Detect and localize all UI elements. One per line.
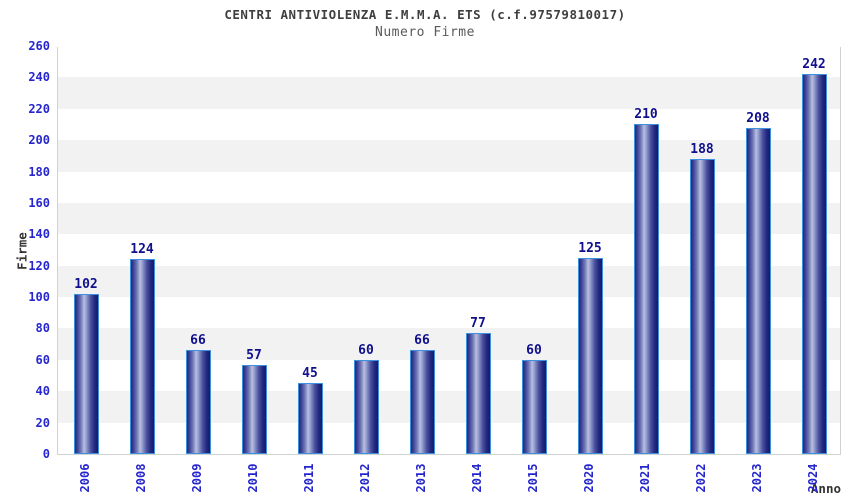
grid-band [58,422,840,454]
bar-value-label: 102 [74,276,98,292]
bar [521,359,547,454]
bar [185,350,211,454]
y-tick-label: 240 [28,70,50,85]
grid-band [58,328,840,360]
grid-band [58,171,840,203]
x-tick-label: 2010 [246,463,260,493]
y-tick-label: 20 [35,415,50,430]
bar-value-label: 66 [414,333,430,349]
bar-value-label: 208 [746,110,770,126]
grid-band [58,234,840,266]
x-tick-label: 2012 [358,463,372,493]
grid-band [58,140,840,172]
grid-band [58,265,840,298]
x-tick-label: 2006 [78,463,92,493]
y-tick-label: 160 [28,195,50,210]
bar [745,127,771,454]
y-tick-label: 220 [28,101,50,116]
x-axis-title: Anno [810,481,841,496]
bar-value-label: 210 [634,107,658,123]
grid-band [58,391,840,423]
y-tick-label: 40 [35,384,50,399]
bar-value-label: 60 [526,342,542,358]
y-tick-label: 260 [28,39,50,53]
y-tick-label: 80 [35,321,50,336]
bar-value-label: 77 [470,316,486,332]
bar [801,74,827,454]
bar [353,359,379,454]
x-tick-label: 2014 [470,463,484,493]
y-tick-label: 120 [28,258,50,273]
y-tick-label: 180 [28,164,50,179]
bar-value-label: 45 [302,366,318,382]
grid-band [58,46,840,78]
x-tick-label: 2022 [694,463,708,493]
x-tick-label: 2020 [582,463,596,493]
bar [297,383,323,454]
grid-band [58,108,840,141]
x-tick-label: 2024 [806,463,820,493]
x-tick-label: 2013 [414,463,428,493]
y-tick-label: 140 [28,227,50,242]
bar-value-label: 124 [130,242,154,258]
grid-band [58,77,840,109]
bar-value-label: 125 [578,240,602,256]
x-tick-label: 2015 [526,463,540,493]
bar [465,333,491,454]
x-tick-label: 2023 [750,463,764,493]
chart-title: CENTRI ANTIVIOLENZA E.M.M.A. ETS (c.f.97… [224,7,626,22]
y-tick-label: 0 [42,447,50,461]
y-tick-label: 100 [28,290,50,305]
chart-subtitle: Numero Firme [375,25,475,40]
bar-value-label: 188 [690,141,714,157]
bar [633,124,659,454]
grid-band [58,202,840,235]
bar-value-label: 60 [358,342,374,358]
x-tick-label: 2008 [134,463,148,493]
bar [689,159,715,454]
bar-value-label: 66 [190,333,206,349]
bar [129,259,155,454]
y-tick-label: 60 [35,352,50,367]
plot-area: 102 124 66 57 45 60 66 77 60 125 210 188 208 242 [57,46,841,455]
y-tick-label: 200 [28,133,50,148]
bar [577,257,603,454]
x-tick-label: 2011 [302,463,316,493]
bar-value-label: 57 [246,347,262,363]
bar [241,364,267,454]
x-tick-label: 2009 [190,463,204,493]
grid-band [58,359,840,392]
bar [73,293,99,454]
x-tick-label: 2021 [638,463,652,493]
bar-value-label: 242 [802,57,826,73]
grid-band [58,297,840,329]
bar [409,350,435,454]
